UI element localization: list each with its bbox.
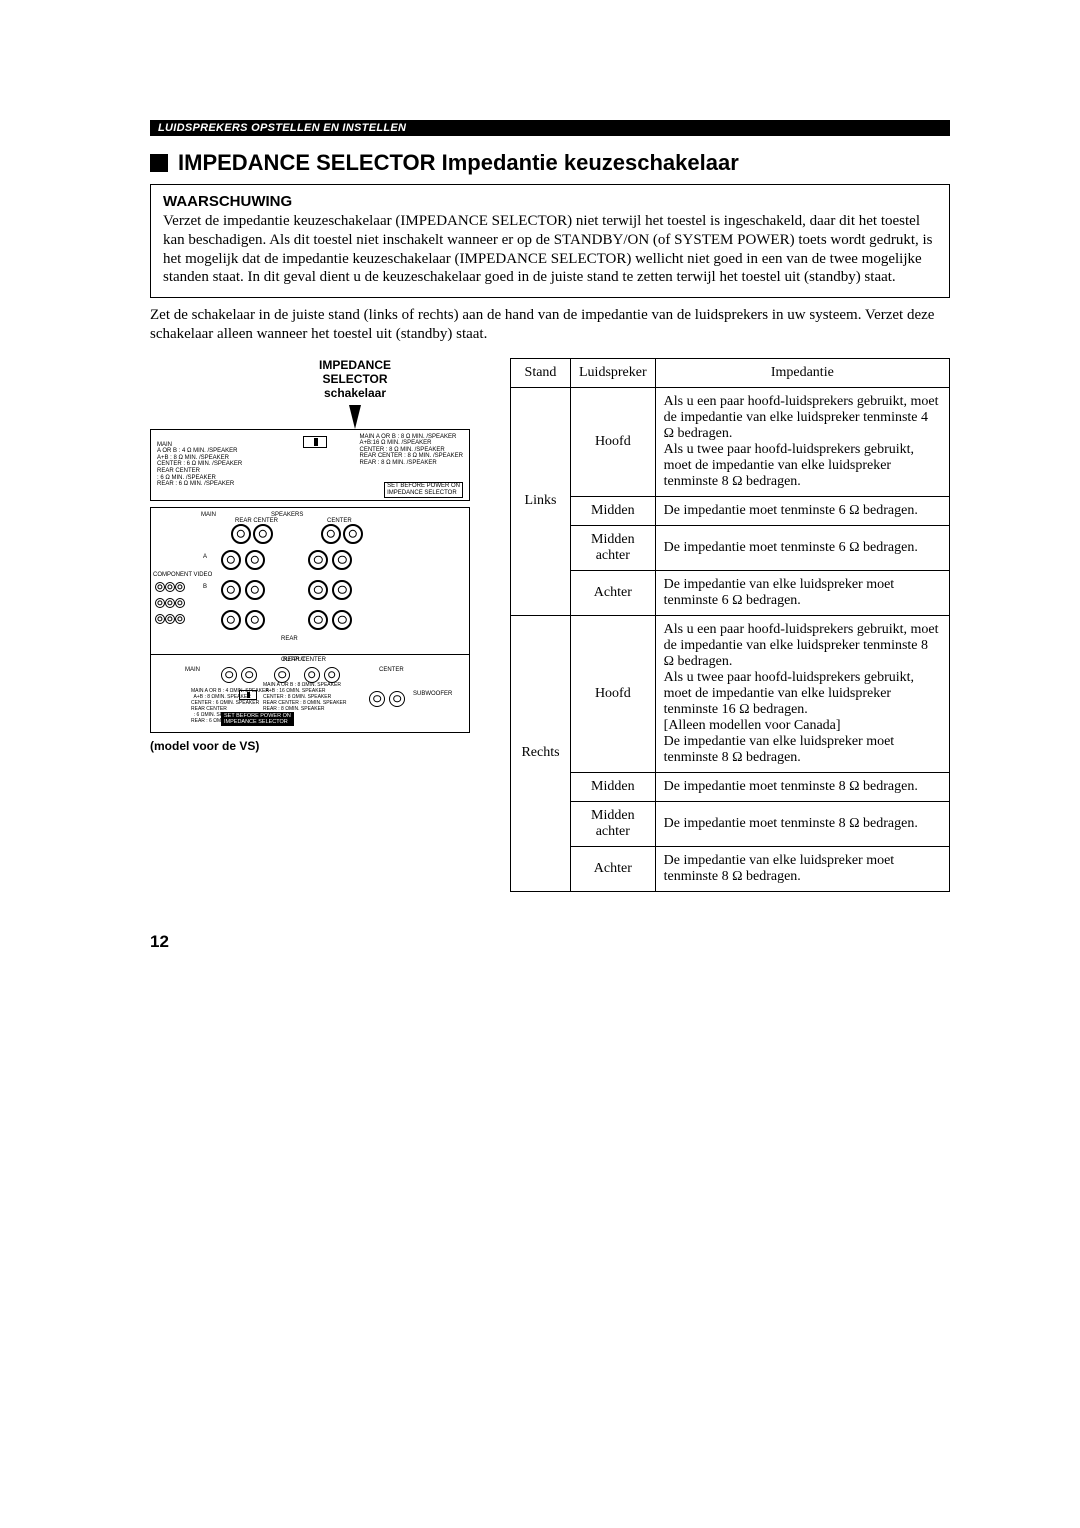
impedance-cell: De impedantie van elke luidspreker moet … [655,570,949,615]
heading-square-icon [150,154,168,172]
impedance-cell: De impedantie moet tenminste 8 Ω bedrage… [655,801,949,846]
impedance-cell: De impedantie moet tenminste 6 Ω bedrage… [655,525,949,570]
jack-row: B [221,580,356,602]
col-speaker: Luidspreker [571,358,656,387]
arrow-down-icon [349,405,361,429]
impedance-cell: De impedantie van elke luidspreker moet … [655,846,949,891]
rear-label: REAR [281,636,298,642]
page-heading: IMPEDANCE SELECTOR Impedantie keuzeschak… [150,150,950,176]
main-label: MAIN [201,512,216,518]
bank-a-label: A [203,554,207,560]
page-number: 12 [150,932,950,952]
speaker-cell: Midden [571,496,656,525]
warning-body: Verzet de impedantie keuzeschakelaar (IM… [163,212,937,287]
speaker-cell: Achter [571,846,656,891]
heading-text: IMPEDANCE SELECTOR Impedantie keuzeschak… [178,150,739,176]
speaker-cell: Midden achter [571,801,656,846]
section-bar: LUIDSPREKERS OPSTELLEN EN INSTELLEN [150,120,950,136]
selector-switch-icon [303,436,327,448]
bank-b-label: B [203,584,207,590]
jack-pair [321,524,365,546]
speaker-cell: Midden achter [571,525,656,570]
diagram-column: IMPEDANCE SELECTOR schakelaar MAIN A OR … [150,358,470,753]
impedance-cell: Als u een paar hoofd-luidsprekers gebrui… [655,615,949,772]
selector2-switch-icon [239,690,257,700]
subwoofer-label: SUBWOOFER [413,691,452,697]
warning-title: WAARSCHUWING [163,193,937,210]
jack-row [221,610,356,632]
impedance-table: Stand Luidspreker Impedantie Links Hoofd… [510,358,950,892]
set-before-label: SET BEFORE POWER ON IMPEDANCE SELECTOR [384,482,463,497]
selector-panel: MAIN A OR B : 4 Ω MIN. /SPEAKER A+B : 8 … [150,429,470,501]
selector-on-panel: MAIN A OR B : 4 ΩMIN. SPEAKER A+B : 8 ΩM… [191,682,361,726]
center-label-2: CENTER [379,667,404,673]
warning-box: WAARSCHUWING Verzet de impedantie keuzes… [150,184,950,298]
selector-spec-right: MAIN A OR B : 8 Ω MIN. /SPEAKER A+B:16 Ω… [359,434,463,467]
speaker-cell: Midden [571,772,656,801]
lead-paragraph: Zet de schakelaar in de juiste stand (li… [150,306,950,344]
col-impedance: Impedantie [655,358,949,387]
impedance-cell: De impedantie moet tenminste 8 Ω bedrage… [655,772,949,801]
impedance-cell: Als u een paar hoofd-luidsprekers gebrui… [655,387,949,496]
speaker-cell: Hoofd [571,387,656,496]
speaker-cell: Achter [571,570,656,615]
speaker-cell: Hoofd [571,615,656,772]
bottom-strip: OUTPUT MAIN REAR CENTER CENTER S [151,654,469,732]
stand-links: Links [511,387,571,615]
component-video-label: COMPONENT VIDEO [153,572,212,578]
diagram-label: IMPEDANCE SELECTOR schakelaar [240,358,470,401]
model-caption: (model voor de VS) [150,739,470,753]
rear-center-label-2: REAR CENTER [283,657,326,663]
jack-pair [231,524,275,546]
side-jacks [155,582,185,630]
selector-spec-left: MAIN A OR B : 4 Ω MIN. /SPEAKER A+B : 8 … [157,442,242,488]
rear-panel-diagram: SPEAKERS MAIN REAR CENTER CENTER A B [150,507,470,733]
jack-row: A [221,550,356,572]
impedance-cell: De impedantie moet tenminste 6 Ω bedrage… [655,496,949,525]
col-stand: Stand [511,358,571,387]
table-column: Stand Luidspreker Impedantie Links Hoofd… [510,358,950,892]
stand-rechts: Rechts [511,615,571,891]
main-label-2: MAIN [185,667,200,673]
